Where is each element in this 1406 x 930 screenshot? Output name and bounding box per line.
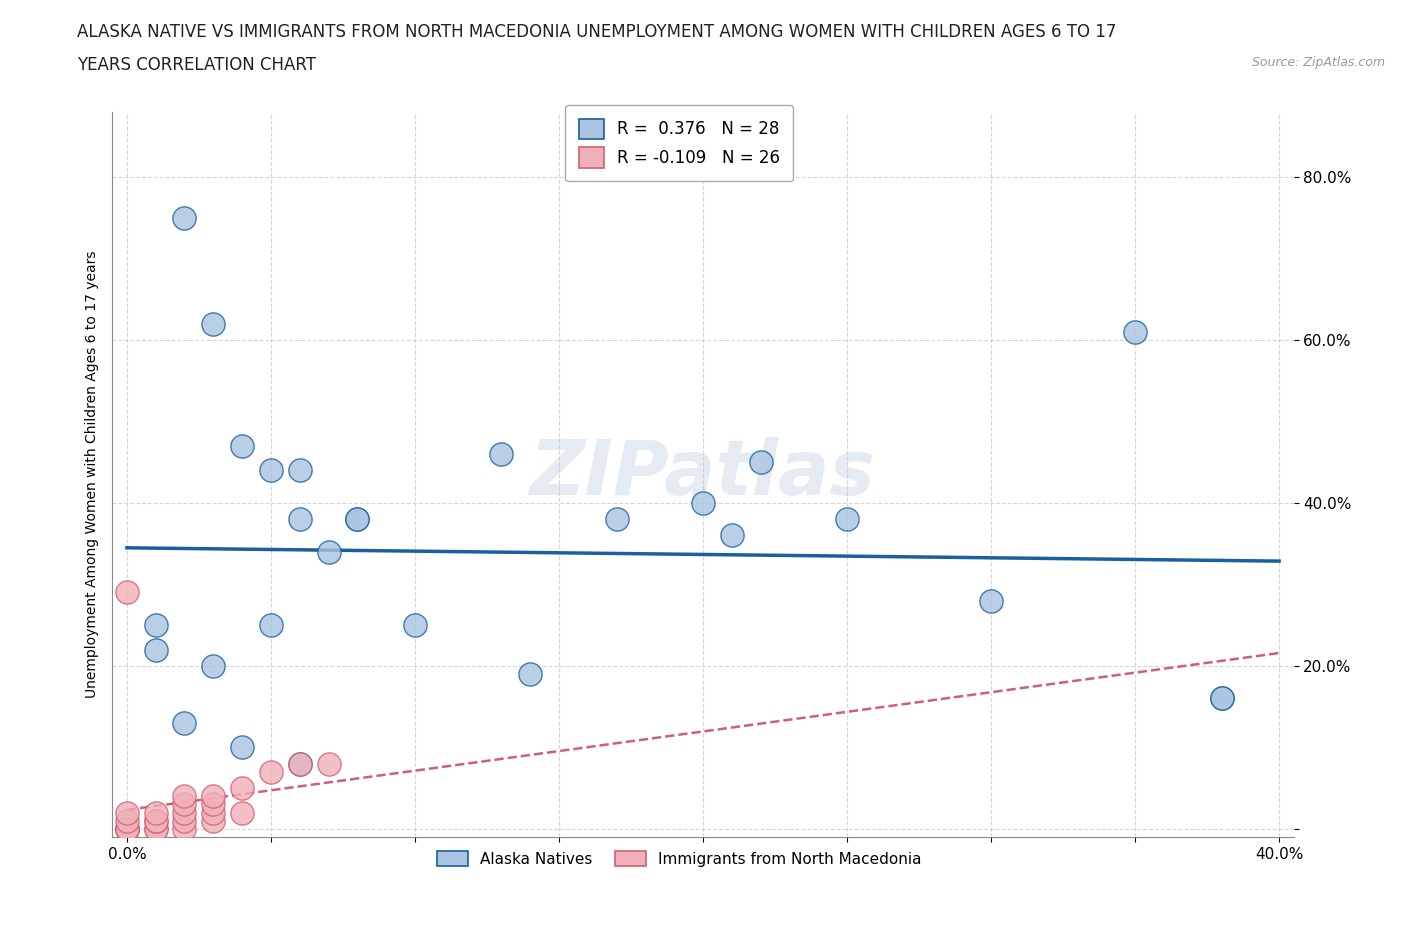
Text: ALASKA NATIVE VS IMMIGRANTS FROM NORTH MACEDONIA UNEMPLOYMENT AMONG WOMEN WITH C: ALASKA NATIVE VS IMMIGRANTS FROM NORTH M… bbox=[77, 23, 1116, 41]
Point bbox=[835, 512, 858, 526]
Point bbox=[1123, 325, 1146, 339]
Point bbox=[202, 316, 225, 331]
Point bbox=[173, 805, 195, 820]
Point bbox=[145, 813, 167, 828]
Legend: Alaska Natives, Immigrants from North Macedonia: Alaska Natives, Immigrants from North Ma… bbox=[432, 844, 928, 873]
Point bbox=[231, 805, 253, 820]
Point bbox=[318, 544, 340, 559]
Point bbox=[173, 715, 195, 730]
Point bbox=[720, 528, 742, 543]
Point bbox=[346, 512, 368, 526]
Point bbox=[749, 455, 772, 470]
Point bbox=[145, 618, 167, 632]
Point bbox=[145, 821, 167, 836]
Point bbox=[1211, 691, 1233, 706]
Point bbox=[692, 496, 714, 511]
Point bbox=[173, 797, 195, 812]
Point bbox=[288, 512, 311, 526]
Point bbox=[145, 805, 167, 820]
Point bbox=[231, 438, 253, 453]
Point bbox=[404, 618, 426, 632]
Text: YEARS CORRELATION CHART: YEARS CORRELATION CHART bbox=[77, 56, 316, 73]
Point bbox=[288, 463, 311, 478]
Point bbox=[145, 642, 167, 657]
Point bbox=[173, 789, 195, 804]
Point bbox=[173, 821, 195, 836]
Point bbox=[173, 210, 195, 225]
Point bbox=[202, 658, 225, 673]
Point bbox=[231, 740, 253, 755]
Point bbox=[288, 756, 311, 771]
Point bbox=[1211, 691, 1233, 706]
Point bbox=[260, 764, 283, 779]
Point bbox=[115, 821, 138, 836]
Text: Source: ZipAtlas.com: Source: ZipAtlas.com bbox=[1251, 56, 1385, 69]
Point bbox=[260, 463, 283, 478]
Point bbox=[173, 813, 195, 828]
Y-axis label: Unemployment Among Women with Children Ages 6 to 17 years: Unemployment Among Women with Children A… bbox=[84, 250, 98, 698]
Point bbox=[145, 813, 167, 828]
Point bbox=[519, 667, 541, 682]
Point bbox=[346, 512, 368, 526]
Point bbox=[145, 821, 167, 836]
Point bbox=[980, 593, 1002, 608]
Text: ZIPatlas: ZIPatlas bbox=[530, 437, 876, 512]
Point bbox=[115, 585, 138, 600]
Point bbox=[115, 805, 138, 820]
Point bbox=[115, 813, 138, 828]
Point bbox=[606, 512, 628, 526]
Point bbox=[115, 821, 138, 836]
Point bbox=[231, 780, 253, 795]
Point bbox=[202, 813, 225, 828]
Point bbox=[491, 446, 513, 461]
Point bbox=[318, 756, 340, 771]
Point bbox=[202, 797, 225, 812]
Point bbox=[115, 821, 138, 836]
Point bbox=[202, 805, 225, 820]
Point bbox=[115, 821, 138, 836]
Point bbox=[260, 618, 283, 632]
Point bbox=[288, 756, 311, 771]
Point bbox=[202, 789, 225, 804]
